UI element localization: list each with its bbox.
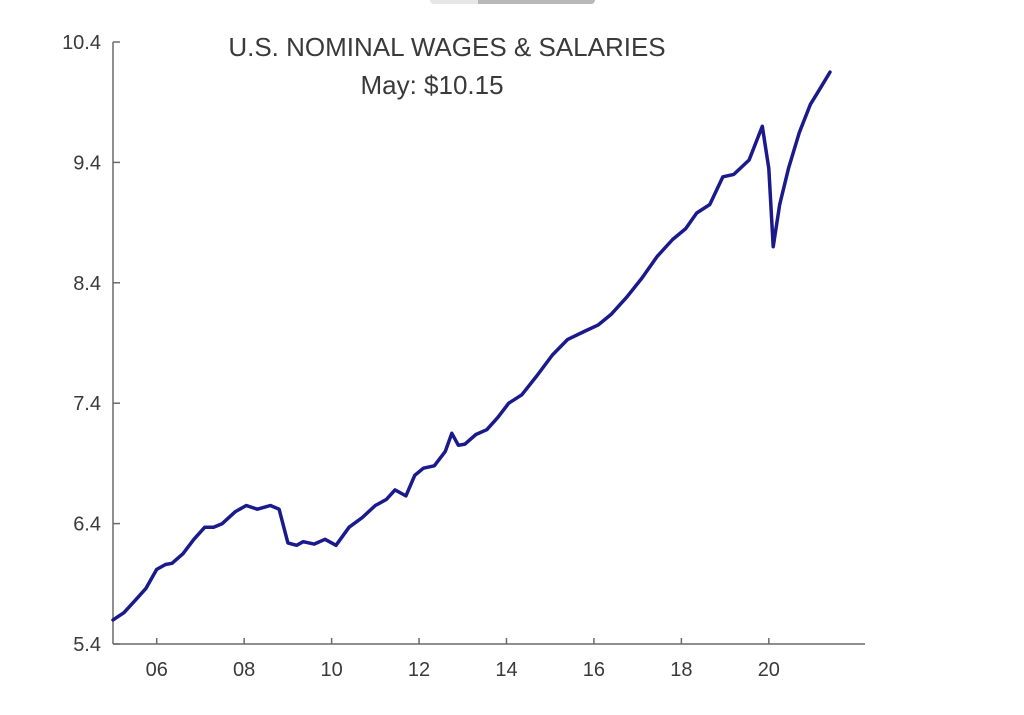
y-tick-label: 5.4 — [73, 634, 101, 656]
chart-title: U.S. NOMINAL WAGES & SALARIES — [228, 32, 665, 62]
x-tick-label: 16 — [583, 659, 605, 681]
x-tick-label: 12 — [408, 659, 430, 681]
series-line-0 — [111, 70, 832, 622]
axes: 5.4 6.4 7.4 8.4 9.4 10.4 06 08 10 12 14 16 18 20 — [62, 32, 865, 681]
y-tick-label: 10.4 — [62, 32, 101, 54]
x-tick-label: 08 — [233, 659, 255, 681]
x-tick-label: 14 — [495, 659, 517, 681]
y-tick-label: 8.4 — [73, 273, 101, 295]
window-top-handle — [430, 0, 595, 4]
y-tick-label: 7.4 — [73, 393, 101, 415]
y-tick-label: 6.4 — [73, 514, 101, 536]
x-tick-label: 20 — [758, 659, 780, 681]
series-layer — [111, 70, 832, 622]
chart-subtitle: May: $10.15 — [360, 70, 503, 100]
x-tick-label: 10 — [320, 659, 342, 681]
x-tick-label: 18 — [670, 659, 692, 681]
x-tick-label: 06 — [146, 659, 168, 681]
y-tick-label: 9.4 — [73, 152, 101, 174]
